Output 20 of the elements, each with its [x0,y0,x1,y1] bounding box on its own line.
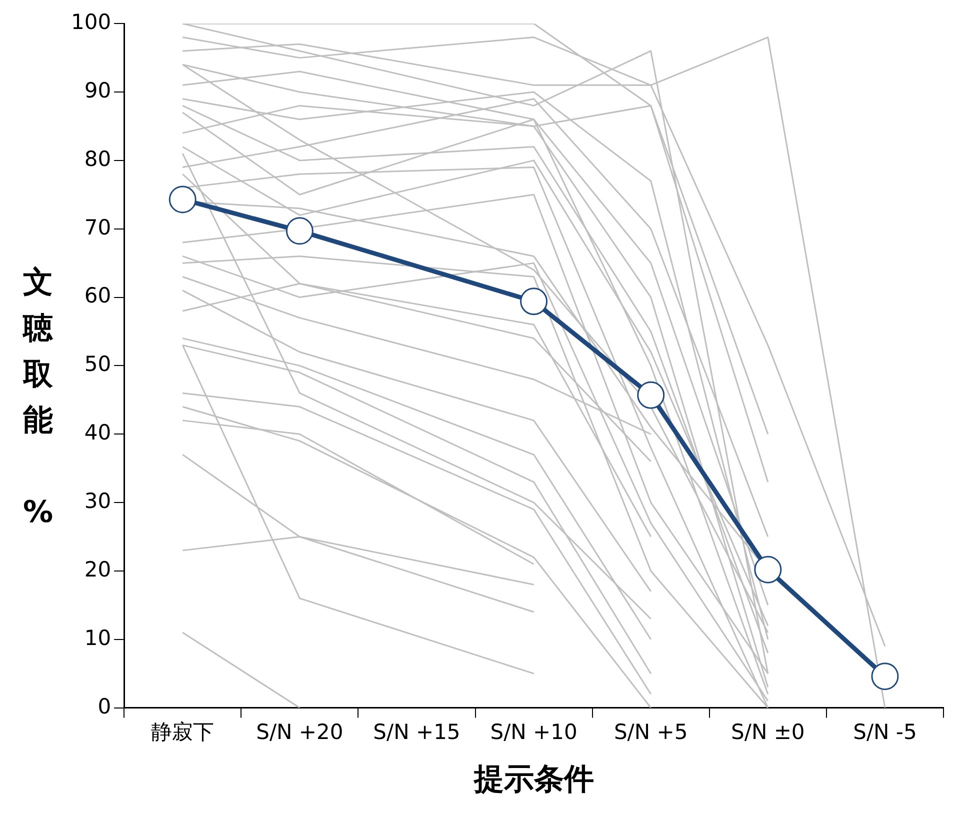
x-axis-title: 提示条件 [472,762,594,797]
x-tick-label: S/N +20 [256,720,344,744]
y-tick-label: 0 [98,694,112,718]
x-tick-label: S/N +10 [490,720,578,744]
x-tick-label: S/N ±0 [731,720,805,744]
y-tick-label: 60 [84,284,112,308]
y-tick-label: 100 [70,10,112,34]
text: 文聴取能 % [22,265,54,530]
y-tick-label: 80 [84,146,112,171]
y-tick-label: 70 [84,215,112,240]
y-tick-label: 10 [84,626,112,650]
y-tick-label: 30 [84,488,112,513]
x-tick-label: S/N +5 [614,720,688,744]
x-tick-label: 静寂下 [151,720,214,744]
y-tick-label: 20 [84,557,112,582]
y-tick-label: 90 [84,78,112,102]
y-tick-label: 40 [84,420,112,445]
x-tick-label: S/N -5 [853,720,917,744]
x-tick-label: S/N +15 [373,720,460,744]
y-tick-label: 50 [84,352,112,376]
